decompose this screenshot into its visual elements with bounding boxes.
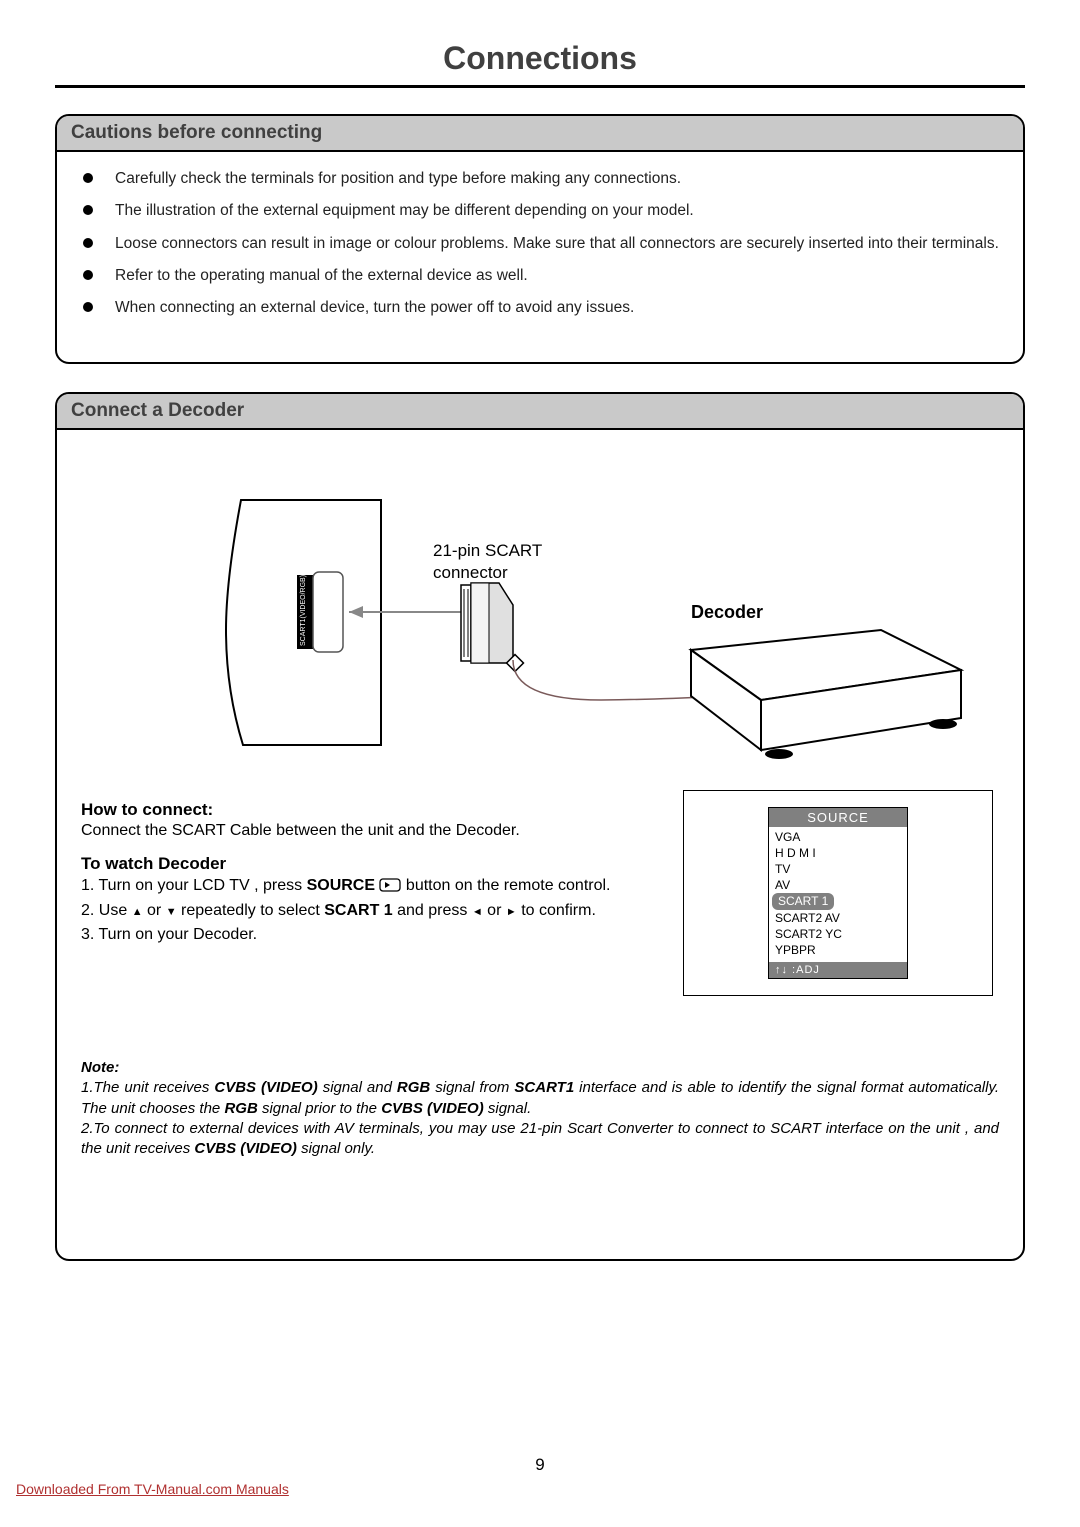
connector-label: 21-pin SCART connector <box>433 540 542 584</box>
source-item: YPBPR <box>775 942 901 958</box>
port-label-text: SCART1(VIDEO/RGB) <box>300 575 307 646</box>
up-triangle-icon: ▲ <box>132 906 143 918</box>
caution-item: When connecting an external device, turn… <box>73 295 1007 321</box>
right-triangle-icon: ► <box>506 906 517 918</box>
step-text: 2. Use <box>81 902 132 919</box>
scart-word: SCART 1 <box>324 902 392 919</box>
source-word: SOURCE <box>307 877 375 894</box>
title-rule <box>55 85 1025 88</box>
source-menu-title: SOURCE <box>769 808 907 827</box>
source-item-selected: SCART 1 <box>775 893 901 909</box>
note-block: Note: 1.The unit receives CVBS (VIDEO) s… <box>81 1058 999 1159</box>
note-label: Note: <box>81 1058 999 1078</box>
source-menu-footer: ↑↓ :ADJ <box>769 962 907 978</box>
step-text: and press <box>393 902 472 919</box>
step-text: to confirm. <box>517 902 596 919</box>
decoder-header: Connect a Decoder <box>57 394 1023 430</box>
page-title: Connections <box>35 40 1045 77</box>
source-item: H D M I <box>775 845 901 861</box>
decoder-panel: Connect a Decoder SCART1(VIDEO/RGB) <box>55 392 1025 1262</box>
page-number: 9 <box>0 1455 1080 1475</box>
source-item: SCART2 AV <box>775 910 901 926</box>
cautions-header: Cautions before connecting <box>57 116 1023 152</box>
caution-item: The illustration of the external equipme… <box>73 198 1007 224</box>
step-text: or <box>483 902 506 919</box>
step-text: button on the remote control. <box>401 877 610 894</box>
decoder-body: SCART1(VIDEO/RGB) <box>57 430 1023 1260</box>
step-text: repeatedly to select <box>177 902 325 919</box>
cautions-list: Carefully check the terminals for positi… <box>73 166 1007 322</box>
left-triangle-icon: ◄ <box>472 906 483 918</box>
footer-link[interactable]: Downloaded From TV-Manual.com Manuals <box>16 1481 289 1497</box>
source-menu-items: VGA H D M I TV AV SCART 1 SCART2 AV SCAR… <box>769 827 907 963</box>
source-menu-box: SOURCE VGA H D M I TV AV SCART 1 SCART2 … <box>683 790 993 997</box>
down-triangle-icon: ▼ <box>166 906 177 918</box>
source-item: AV <box>775 877 901 893</box>
connection-diagram: SCART1(VIDEO/RGB) <box>81 460 999 770</box>
step-text: or <box>143 902 166 919</box>
caution-item: Carefully check the terminals for positi… <box>73 166 1007 192</box>
source-icon <box>379 878 401 892</box>
cautions-panel: Cautions before connecting Carefully che… <box>55 114 1025 364</box>
note-line-2: 2.To connect to external devices with AV… <box>81 1119 999 1160</box>
cautions-body: Carefully check the terminals for positi… <box>57 152 1023 362</box>
note-line-1: 1.The unit receives CVBS (VIDEO) signal … <box>81 1078 999 1119</box>
caution-item: Refer to the operating manual of the ext… <box>73 263 1007 289</box>
source-item: VGA <box>775 829 901 845</box>
step-text: 1. Turn on your LCD TV , press <box>81 877 307 894</box>
decoder-label: Decoder <box>691 602 763 623</box>
source-item: TV <box>775 861 901 877</box>
source-item: SCART2 YC <box>775 926 901 942</box>
source-menu: SOURCE VGA H D M I TV AV SCART 1 SCART2 … <box>768 807 908 980</box>
caution-item: Loose connectors can result in image or … <box>73 231 1007 257</box>
